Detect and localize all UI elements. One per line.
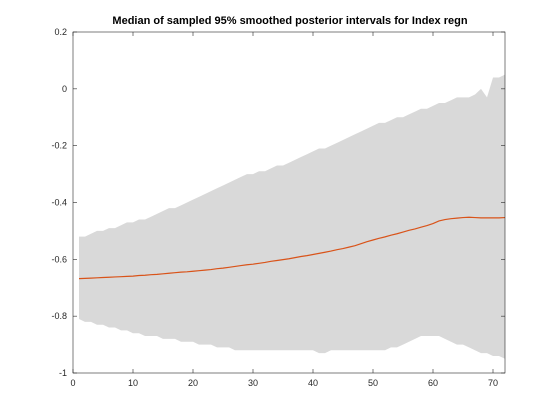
credible-interval-band <box>79 74 505 359</box>
plot-area <box>72 31 506 374</box>
y-tick-label: 0 <box>62 84 67 94</box>
y-tick-label: -1 <box>59 368 67 378</box>
x-tick-label: 0 <box>70 378 75 388</box>
x-tick-label: 10 <box>128 378 138 388</box>
x-tick-label: 40 <box>308 378 318 388</box>
x-tick-label: 50 <box>368 378 378 388</box>
y-tick-label: -0.2 <box>51 141 67 151</box>
x-tick-label: 30 <box>248 378 258 388</box>
x-tick-label: 60 <box>428 378 438 388</box>
chart-title: Median of sampled 95% smoothed posterior… <box>112 15 467 27</box>
x-tick-label: 70 <box>488 378 498 388</box>
median-line <box>78 216 506 280</box>
x-axis: 0 10 20 30 40 50 60 70 <box>70 32 498 388</box>
y-tick-label: 0.2 <box>54 27 67 37</box>
x-tick-label: 20 <box>188 378 198 388</box>
y-tick-label: -0.8 <box>51 311 67 321</box>
y-axis: 0.2 0 -0.2 -0.4 -0.6 -0.8 -1 <box>51 27 505 378</box>
y-tick-label: -0.6 <box>51 254 67 264</box>
y-tick-label: -0.4 <box>51 198 67 208</box>
